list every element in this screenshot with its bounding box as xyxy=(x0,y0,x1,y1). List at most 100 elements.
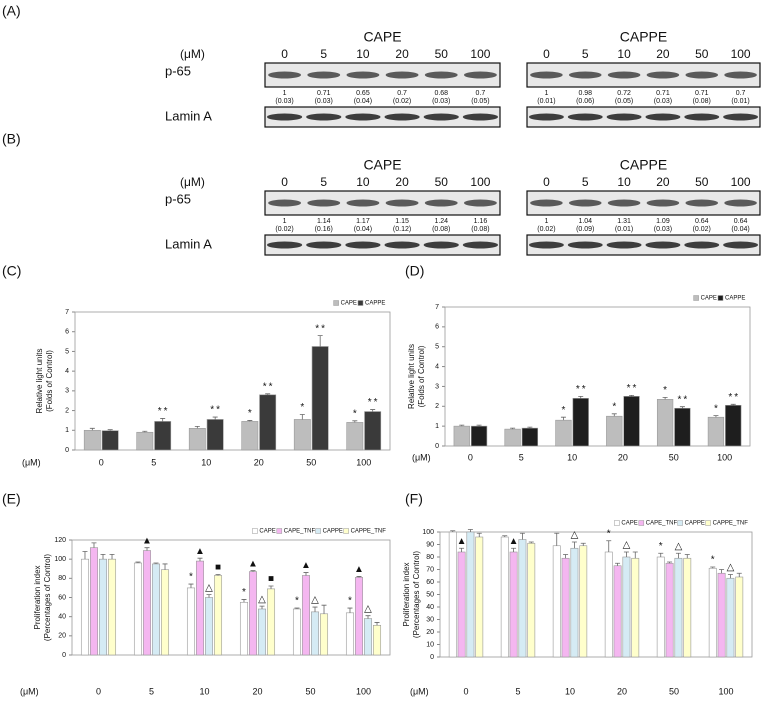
significance-marker: * xyxy=(248,408,254,419)
panel-label: (F) xyxy=(405,491,423,507)
error-bar xyxy=(580,542,586,546)
blot-frame xyxy=(526,106,761,128)
legend-swatch xyxy=(717,295,724,301)
bar xyxy=(142,550,151,656)
error-bar xyxy=(144,547,150,551)
quant-sd: (0.12) xyxy=(393,226,411,233)
bar xyxy=(504,428,521,447)
y-tick-label: 100 xyxy=(54,556,66,563)
band xyxy=(723,113,759,121)
dose-label: 0 xyxy=(281,175,288,189)
significance-marker: * xyxy=(348,596,354,607)
quant-sd: (0.16) xyxy=(315,226,333,233)
significance-marker: * xyxy=(189,572,195,583)
error-bar xyxy=(197,557,203,562)
quant-sd: (0.02) xyxy=(537,226,555,233)
y-tick-label: 4 xyxy=(435,363,439,370)
quant-sd: (0.08) xyxy=(693,98,711,105)
error-bar xyxy=(265,393,271,395)
error-bar xyxy=(527,426,533,429)
dose-label: 5 xyxy=(320,47,327,61)
error-bar xyxy=(459,424,465,427)
error-bar xyxy=(356,576,362,578)
y-tick-label: 0 xyxy=(435,443,439,450)
error-bar xyxy=(632,551,638,559)
legend-swatch xyxy=(614,520,620,526)
error-bar xyxy=(578,395,584,399)
quant-value: 0.7 xyxy=(476,90,486,97)
error-bar xyxy=(160,418,166,422)
band xyxy=(306,113,342,121)
quant-value: 0.64 xyxy=(695,218,709,225)
band xyxy=(385,71,419,79)
significance-marker: ▲ xyxy=(195,546,207,557)
legend-label: CAPE xyxy=(701,296,717,302)
quant-value: 1.14 xyxy=(317,218,331,225)
bar xyxy=(292,608,301,656)
error-bar xyxy=(736,572,742,577)
band xyxy=(462,113,499,121)
error-bar xyxy=(100,553,106,560)
band xyxy=(266,113,303,121)
quant-sd: (0.01) xyxy=(537,98,555,105)
significance-marker: ** xyxy=(576,384,588,395)
quant-value: 1.04 xyxy=(578,218,592,225)
quant-sd: (0.03) xyxy=(654,226,672,233)
significance-marker: ▲ xyxy=(301,560,313,571)
significance-marker: * xyxy=(659,541,665,552)
band xyxy=(646,71,680,79)
x-tick-label: 20 xyxy=(617,686,627,696)
legend-label: CAPE xyxy=(259,529,275,535)
band xyxy=(385,199,419,207)
y-tick-label: 120 xyxy=(54,537,66,544)
bar xyxy=(99,558,108,656)
y-tick-label: 60 xyxy=(426,579,434,586)
bar xyxy=(631,557,640,658)
bar xyxy=(239,601,248,656)
band xyxy=(423,113,459,121)
dose-label: 0 xyxy=(543,47,550,61)
y-tick-label: 1 xyxy=(65,427,69,434)
band xyxy=(567,113,603,121)
quant-value: 1.15 xyxy=(395,218,409,225)
bar xyxy=(466,531,475,658)
error-bar xyxy=(571,541,577,549)
group-name: CAPPE xyxy=(620,29,667,45)
y-tick-label: 80 xyxy=(426,554,434,561)
y-tick-label: 0 xyxy=(430,654,434,661)
error-bar xyxy=(91,542,97,548)
quant-value: 1 xyxy=(283,90,287,97)
x-tick-label: 100 xyxy=(718,686,733,696)
dose-label: 5 xyxy=(320,175,327,189)
quant-value: 0.71 xyxy=(317,90,331,97)
error-bar xyxy=(321,604,327,614)
y-tick-label: 3 xyxy=(435,383,439,390)
error-bar xyxy=(727,574,733,579)
x-tick-label: 0 xyxy=(463,686,468,696)
error-bar xyxy=(107,429,113,431)
error-bar xyxy=(658,552,664,557)
bar xyxy=(320,613,329,656)
bar xyxy=(717,572,726,658)
significance-marker: △ xyxy=(675,541,685,552)
x-axis-label: (μM) xyxy=(412,452,431,462)
quant-value: 1 xyxy=(544,218,548,225)
y-tick-label: 6 xyxy=(65,329,69,336)
error-bar xyxy=(611,413,617,417)
legend-label: CAPE xyxy=(341,301,357,307)
bar xyxy=(206,419,224,451)
error-bar xyxy=(519,532,525,540)
bar xyxy=(259,394,277,451)
band xyxy=(306,241,342,249)
y-tick-label: 7 xyxy=(435,304,439,311)
significance-marker: * xyxy=(295,596,301,607)
y-axis-label: Proliferation index xyxy=(402,562,411,626)
error-bar xyxy=(212,416,218,420)
x-axis-label: (μM) xyxy=(22,457,41,467)
bar xyxy=(214,575,223,656)
bar xyxy=(267,588,276,656)
legend-swatch xyxy=(705,520,711,526)
band xyxy=(685,199,719,207)
error-bar xyxy=(511,547,517,552)
x-tick-label: 100 xyxy=(356,457,371,467)
